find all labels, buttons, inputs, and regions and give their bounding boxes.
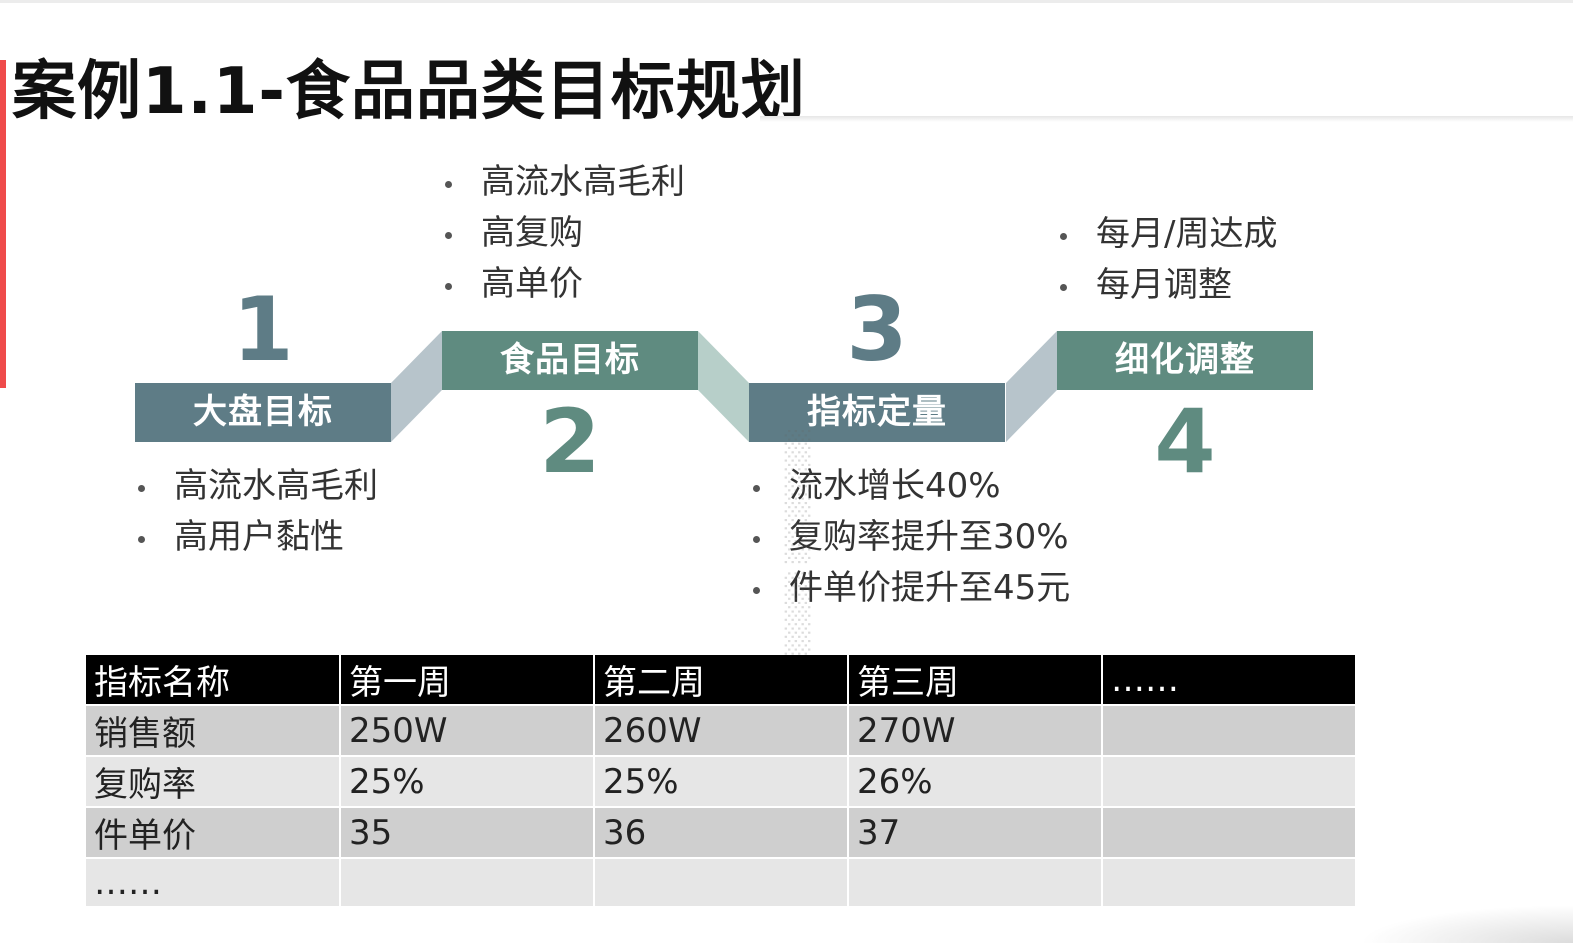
table-cell: 260W xyxy=(594,705,849,757)
connector-1-2 xyxy=(391,331,442,442)
bullet-item: 高用户黏性 xyxy=(134,512,378,563)
table-cell: 37 xyxy=(848,807,1103,859)
step-1-box: 大盘目标 xyxy=(135,383,391,442)
connector-2-3 xyxy=(698,331,749,442)
table-cell xyxy=(594,858,849,908)
bullet-item: 流水增长40% xyxy=(749,461,1070,512)
accent-bar xyxy=(0,60,6,388)
step-1-bullets: 高流水高毛利 高用户黏性 xyxy=(134,461,378,563)
table-row: 复购率 25% 25% 26% xyxy=(86,756,1357,808)
step-2-bullets: 高流水高毛利 高复购 高单价 xyxy=(441,157,685,310)
table-cell xyxy=(1102,756,1357,808)
slide-title: 案例1.1-食品品类目标规划 xyxy=(12,55,806,129)
table-header-cell: 指标名称 xyxy=(86,655,341,706)
table-cell: 25% xyxy=(594,756,849,808)
step-4-box: 细化调整 xyxy=(1057,331,1313,390)
table-row: 销售额 250W 260W 270W xyxy=(86,705,1357,757)
table-header-cell: 第一周 xyxy=(340,655,595,706)
table-cell xyxy=(1102,858,1357,908)
table-cell: 25% xyxy=(340,756,595,808)
table-cell xyxy=(848,858,1103,908)
watermark-image: ░░░░░░░░ ░░░░░░░ xyxy=(784,430,809,691)
table-cell: 件单价 xyxy=(86,807,341,859)
table-cell: 销售额 xyxy=(86,705,341,757)
step-1-number: 1 xyxy=(232,278,294,381)
bullet-item: 每月调整 xyxy=(1056,260,1277,311)
page-curl-shadow xyxy=(1360,905,1573,943)
step-3-bullets: 流水增长40% 复购率提升至30% 件单价提升至45元 xyxy=(749,461,1070,614)
table-cell: …… xyxy=(86,858,341,908)
table-row: …… xyxy=(86,858,1357,908)
step-4-number: 4 xyxy=(1154,390,1216,493)
table-header-cell: …… xyxy=(1102,655,1357,706)
metrics-table: 指标名称 第一周 第二周 第三周 …… 销售额 250W 260W 270W 复… xyxy=(86,655,1357,908)
table-cell: 26% xyxy=(848,756,1103,808)
table-header-row: 指标名称 第一周 第二周 第三周 …… xyxy=(86,655,1357,706)
bullet-item: 高流水高毛利 xyxy=(134,461,378,512)
table-header-cell: 第二周 xyxy=(594,655,849,706)
bullet-item: 件单价提升至45元 xyxy=(749,563,1070,614)
table-cell: 复购率 xyxy=(86,756,341,808)
table-header-cell: 第三周 xyxy=(848,655,1103,706)
bullet-item: 每月/周达成 xyxy=(1056,209,1277,260)
table-cell xyxy=(1102,705,1357,757)
connector-3-4 xyxy=(1006,331,1057,442)
bullet-item: 高复购 xyxy=(441,208,685,259)
table-cell: 35 xyxy=(340,807,595,859)
bullet-item: 高流水高毛利 xyxy=(441,157,685,208)
table-cell xyxy=(1102,807,1357,859)
bullet-item: 复购率提升至30% xyxy=(749,512,1070,563)
step-4-bullets: 每月/周达成 每月调整 xyxy=(1056,209,1277,311)
table-cell: 36 xyxy=(594,807,849,859)
step-3-box: 指标定量 xyxy=(749,383,1005,442)
table-cell xyxy=(340,858,595,908)
step-3-number: 3 xyxy=(846,278,908,381)
top-divider xyxy=(0,0,1573,3)
table-cell: 250W xyxy=(340,705,595,757)
step-2-number: 2 xyxy=(539,390,601,493)
table-cell: 270W xyxy=(848,705,1103,757)
bullet-item: 高单价 xyxy=(441,259,685,310)
step-2-box: 食品目标 xyxy=(442,331,698,390)
title-underline-shadow xyxy=(760,116,1573,122)
table-row: 件单价 35 36 37 xyxy=(86,807,1357,859)
